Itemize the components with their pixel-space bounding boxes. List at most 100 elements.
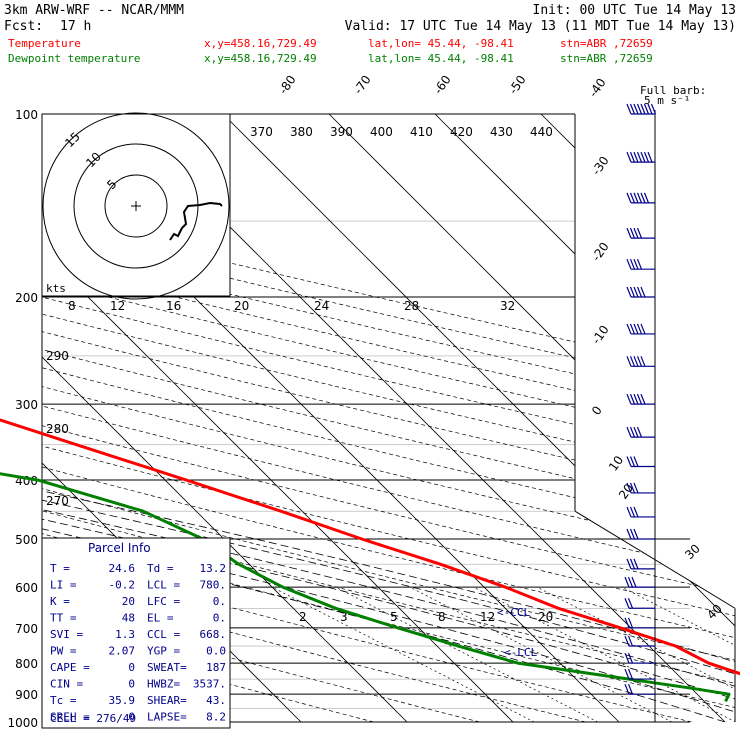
wind-barb-flag-420-1 — [629, 482, 636, 494]
wind-barb-650 — [624, 598, 655, 609]
parcel-val-b-2: 0. — [213, 595, 226, 608]
wind-barb-flag-160-3 — [636, 227, 643, 239]
parcel-val-a-2: 20 — [122, 595, 135, 608]
wind-barb-flag-200-1 — [629, 286, 636, 298]
wind-barb-flag-380-2 — [633, 456, 639, 467]
parcel-val-b-7: 3537. — [193, 678, 226, 691]
wind-barb-flag-260-1 — [629, 356, 636, 367]
parcel-key-b-5: YGP = — [147, 645, 180, 658]
hodo-units-label: kts — [46, 282, 66, 295]
pressure-tick-100: 100 — [15, 108, 38, 122]
hodograph-trace — [169, 201, 223, 241]
isotherm-40 — [434, 114, 735, 722]
wind-barb-100 — [626, 103, 657, 115]
parcel-val-a-3: 48 — [122, 612, 135, 625]
wind-barb-140 — [626, 192, 655, 204]
parcel-key-a-7: CIN = — [50, 678, 83, 691]
mixing-ratio-label-3: 3 — [340, 610, 348, 624]
parcel-key-b-6: SWEAT= — [147, 661, 187, 674]
isotherm-label-40: 40 — [704, 601, 725, 622]
wind-barb-420 — [626, 482, 655, 494]
hodograph-ring-outer — [42, 112, 230, 300]
valid-time: Valid: 17 UTC Tue 14 May 13 (11 MDT Tue … — [345, 19, 736, 34]
wind-barb-flag-260-4 — [640, 356, 646, 367]
wind-barb-flag-100-3 — [636, 103, 643, 115]
wind-barb-flag-200-3 — [636, 286, 643, 298]
wind-barb-850 — [624, 668, 655, 680]
wind-barb-flag-160-0 — [626, 227, 632, 239]
wind-barb-flag-100-1 — [629, 103, 636, 115]
mixing-ratio-line-3 — [335, 586, 598, 722]
parcel-key-a-9: SREH = — [50, 711, 90, 724]
parcel-val-a-0: 24.6 — [109, 562, 136, 575]
isotherm-label-20: 20 — [616, 481, 636, 502]
hodo-speed-label-20: 20 — [234, 299, 249, 313]
wind-barb-flag-120-2 — [633, 151, 639, 163]
wind-barb-flag-600-0 — [624, 576, 630, 588]
parcel-val-b-6: 187 — [206, 661, 226, 674]
parcel-val-b-9: 8.2 — [206, 711, 226, 724]
isotherm-label--60: -60 — [431, 73, 454, 97]
parcel-val-a-4: 1.3 — [115, 628, 135, 641]
wind-barb-flag-100-7 — [650, 103, 657, 115]
hodo-speed-label-28: 28 — [404, 299, 419, 313]
wind-barb-160 — [626, 227, 655, 239]
ccl-marker: <-CCL — [497, 606, 530, 619]
moist-adiabat-10 — [42, 403, 726, 722]
isotherm-label--80: -80 — [276, 73, 299, 97]
mixing-ratio-line-5 — [409, 586, 673, 722]
wind-barb-flag-850-0 — [624, 668, 630, 680]
wind-barb-300 — [626, 393, 655, 405]
dry-adiabat-450 — [42, 114, 735, 722]
pressure-tick-200: 200 — [15, 291, 38, 305]
mixing-ratio-line-2 — [271, 586, 535, 722]
parcel-key-a-0: T = — [50, 562, 70, 575]
wind-barb-flag-120-0 — [626, 151, 632, 163]
parcel-key-b-3: EL = — [147, 612, 174, 625]
hodograph: 15 10 5 kts — [41, 112, 231, 300]
wind-barb-flag-300-0 — [626, 393, 632, 405]
isotherm-label--30: -30 — [589, 154, 612, 178]
parcel-val-b-5: 0.0 — [206, 645, 226, 658]
mixing-ratio-label-5: 5 — [390, 610, 398, 624]
parcel-val-b-3: 0. — [213, 612, 226, 625]
wind-barb-flag-420-0 — [626, 482, 632, 494]
wind-barb-500 — [626, 528, 655, 540]
wind-barb-flag-120-4 — [640, 151, 646, 163]
wind-barb-flag-340-2 — [633, 426, 639, 438]
barb-legend-value: 5 m s⁻¹ — [644, 94, 690, 107]
wind-barb-flag-800-1 — [627, 652, 634, 664]
parcel-key-b-1: LCL = — [147, 579, 180, 592]
dry-adiabat-440 — [42, 114, 735, 722]
wind-barb-flag-750-0 — [624, 635, 630, 647]
hodo-speed-label-24: 24 — [314, 299, 329, 313]
theta-label-400-3: 400 — [370, 125, 393, 139]
theta-label-440-7: 440 — [530, 125, 553, 139]
wind-barb-flag-380-0 — [626, 456, 632, 467]
wind-barb-flag-160-2 — [633, 227, 639, 239]
wind-barb-180 — [626, 258, 655, 270]
wind-barb-flag-180-3 — [636, 258, 643, 270]
wind-barb-flag-560-0 — [626, 558, 632, 570]
parcel-val-a-7: 0 — [128, 678, 135, 691]
hodo-speed-label-8: 8 — [68, 299, 76, 313]
wind-barb-900 — [624, 683, 655, 695]
wind-barb-flag-560-2 — [633, 558, 639, 570]
wind-barb-flag-300-2 — [633, 393, 639, 405]
wind-barb-560 — [626, 558, 655, 570]
temperature-station: stn=ABR ,72659 — [560, 37, 653, 50]
forecast-hours: 17 h — [60, 19, 91, 34]
wind-barb-flag-700-1 — [627, 617, 634, 629]
isotherm--20 — [42, 114, 408, 722]
wind-barb-flag-380-1 — [629, 456, 636, 467]
wind-barb-flag-140-5 — [643, 192, 650, 204]
wind-barb-flag-120-6 — [647, 151, 653, 163]
pressure-tick-500: 500 — [15, 533, 38, 547]
wind-barb-flag-230-2 — [633, 323, 639, 335]
temperature-latlon: lat,lon= 45.44, -98.41 — [368, 37, 514, 50]
mixing-ratio-label-20: 20 — [538, 610, 553, 624]
wind-barb-flag-160-1 — [629, 227, 636, 239]
moist-adiabat-14 — [42, 403, 735, 722]
forecast-label: Fcst: — [4, 19, 43, 34]
